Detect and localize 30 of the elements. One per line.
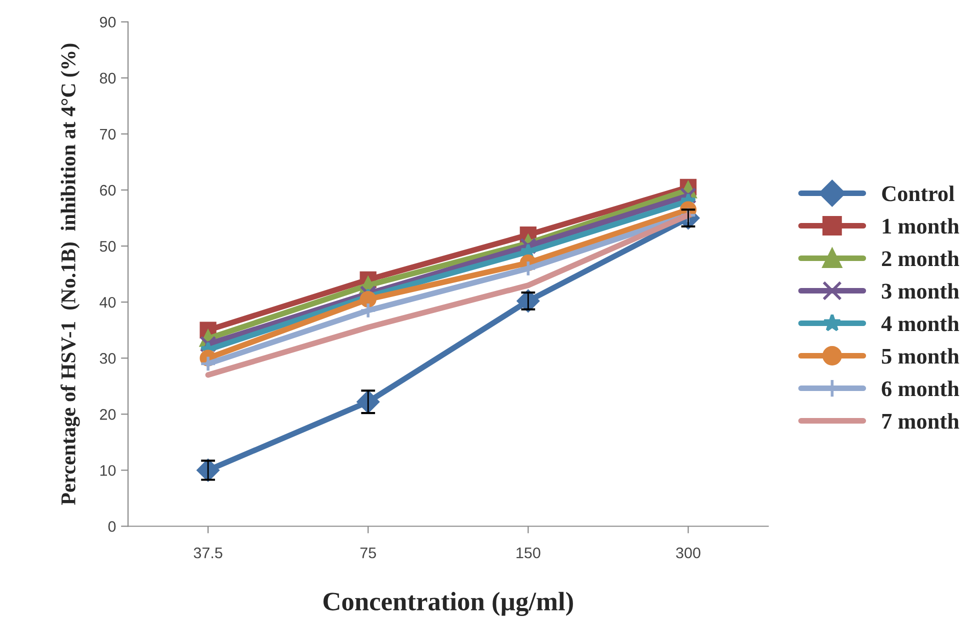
y-tick-label: 20 [100, 409, 116, 420]
y-tick-label: 70 [100, 128, 116, 140]
y-axis-title: Percentage of HSV-1 (No.1B) inhibition at 4°C (%) [60, 44, 80, 505]
x-axis-title: Concentration (µg/ml) [323, 592, 573, 616]
legend-label: 6 month [882, 380, 960, 396]
legend-label: 4 month [881, 316, 960, 332]
legend-label: 1 month [882, 218, 960, 234]
legend-label: 2 month [882, 250, 960, 266]
legend-label: 3 month [882, 283, 960, 299]
y-tick-label: 80 [100, 72, 116, 84]
y-tick-label: 40 [100, 296, 116, 308]
x-tick-label: 75 [360, 548, 376, 558]
legend-label: 7 month [882, 413, 960, 429]
x-tick-label: 150 [516, 547, 540, 558]
y-tick-label: 50 [100, 240, 116, 252]
point [200, 355, 216, 372]
legend-label: 5 month [882, 348, 960, 364]
x-tick-label: 37.5 [194, 547, 222, 558]
y-tick-label: 90 [100, 16, 116, 28]
y-tick-label: 10 [100, 465, 116, 476]
point [200, 336, 216, 352]
point [520, 238, 536, 254]
legend-label: Control [882, 186, 954, 202]
y-tick-label: 60 [100, 184, 116, 196]
point [520, 260, 536, 277]
x-tick-label: 300 [676, 547, 700, 558]
y-tick-label: 30 [100, 352, 116, 364]
point [360, 302, 376, 319]
point [680, 187, 697, 204]
y-tick-label: 0 [108, 521, 116, 532]
